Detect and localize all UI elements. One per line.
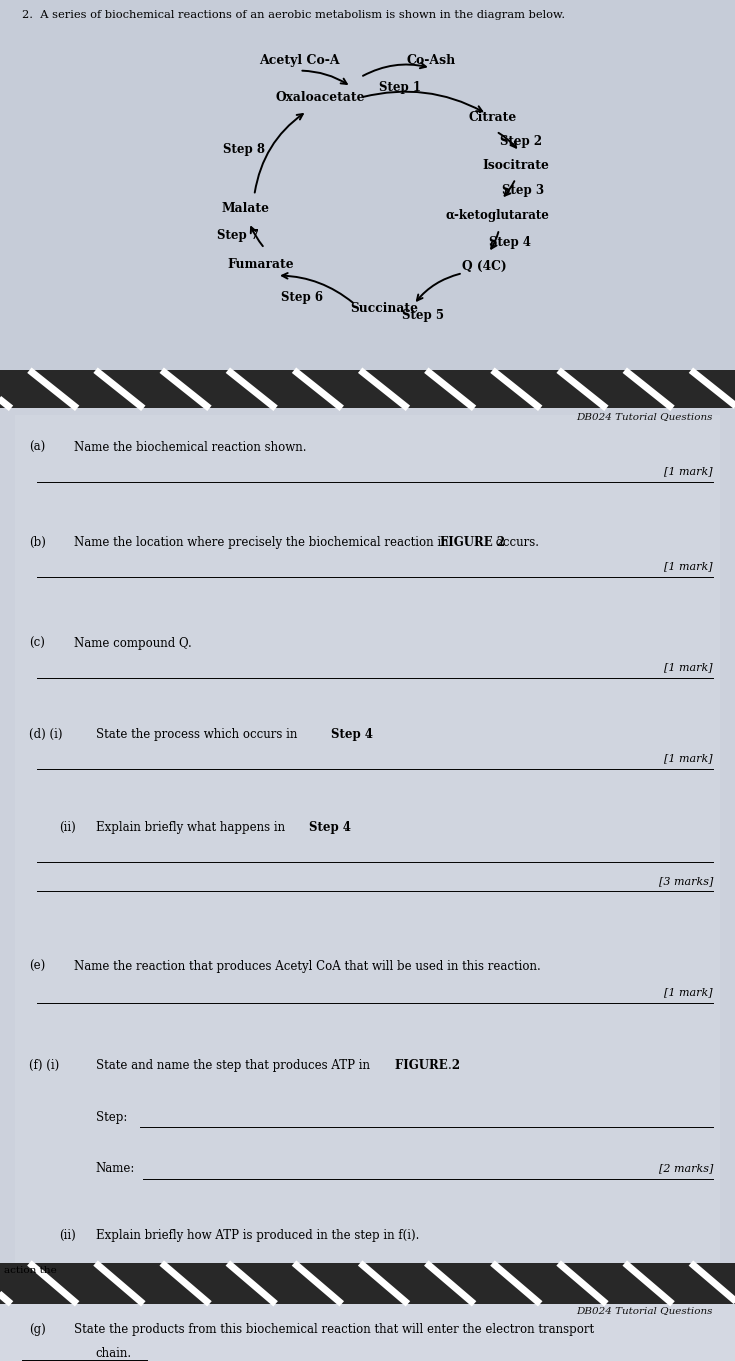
- Text: Isocitrate: Isocitrate: [482, 159, 549, 171]
- Text: [1 mark]: [1 mark]: [664, 467, 713, 476]
- Text: FIGURE 2: FIGURE 2: [440, 536, 505, 550]
- Text: Q (4C): Q (4C): [462, 260, 507, 272]
- Bar: [15, 415, 720, 1354]
- Text: (g): (g): [29, 1323, 46, 1337]
- Text: .: .: [366, 728, 370, 742]
- Text: State the products from this biochemical reaction that will enter the electron t: State the products from this biochemical…: [74, 1323, 594, 1337]
- Text: Step 4: Step 4: [331, 728, 373, 742]
- Text: 2.  A series of biochemical reactions of an aerobic metabolism is shown in the d: 2. A series of biochemical reactions of …: [22, 10, 565, 19]
- Text: .: .: [344, 821, 348, 834]
- Text: Fumarate: Fumarate: [228, 259, 294, 271]
- Text: Co-Ash: Co-Ash: [406, 54, 456, 67]
- Bar: [0, 384, 735, 1361]
- Text: [1 mark]: [1 mark]: [664, 562, 713, 572]
- Text: (f) (i): (f) (i): [29, 1059, 60, 1072]
- Text: [2 marks]: [2 marks]: [659, 1164, 713, 1173]
- Text: (b): (b): [29, 536, 46, 550]
- Text: (d) (i): (d) (i): [29, 728, 63, 742]
- Text: (ii): (ii): [59, 1229, 76, 1243]
- Text: Step 1: Step 1: [379, 80, 421, 94]
- Text: Step 5: Step 5: [402, 309, 444, 321]
- Text: α-ketoglutarate: α-ketoglutarate: [445, 210, 550, 222]
- Bar: [0, 1263, 735, 1304]
- Text: (ii): (ii): [59, 821, 76, 834]
- Text: Step 4: Step 4: [309, 821, 351, 834]
- Text: [1 mark]: [1 mark]: [664, 663, 713, 672]
- Text: FIGURE 2: FIGURE 2: [395, 1059, 460, 1072]
- Text: Step 3: Step 3: [502, 184, 545, 197]
- Text: (a): (a): [29, 441, 46, 455]
- Text: Step 8: Step 8: [223, 143, 265, 157]
- Bar: [0, 1304, 735, 1361]
- Text: Step 6: Step 6: [281, 291, 323, 304]
- Text: occurs.: occurs.: [492, 536, 539, 550]
- Text: action the: action the: [4, 1266, 57, 1275]
- Text: .: .: [448, 1059, 452, 1072]
- Text: Oxaloacetate: Oxaloacetate: [276, 91, 365, 103]
- Text: Citrate: Citrate: [468, 112, 517, 124]
- Text: [1 mark]: [1 mark]: [664, 754, 713, 764]
- Text: Explain briefly how ATP is produced in the step in f(i).: Explain briefly how ATP is produced in t…: [96, 1229, 419, 1243]
- Text: Name the location where precisely the biochemical reaction in: Name the location where precisely the bi…: [74, 536, 452, 550]
- Bar: [0, 0, 735, 384]
- Text: Step 4: Step 4: [490, 237, 531, 249]
- Text: Step 2: Step 2: [500, 135, 542, 148]
- Bar: [0, 370, 735, 408]
- Text: DB024 Tutorial Questions: DB024 Tutorial Questions: [576, 412, 713, 422]
- Text: DB024 Tutorial Questions: DB024 Tutorial Questions: [576, 1307, 713, 1316]
- Text: Name the reaction that produces Acetyl CoA that will be used in this reaction.: Name the reaction that produces Acetyl C…: [74, 960, 540, 973]
- Text: Explain briefly what happens in: Explain briefly what happens in: [96, 821, 288, 834]
- Text: Succinate: Succinate: [351, 302, 418, 314]
- Text: Name the biochemical reaction shown.: Name the biochemical reaction shown.: [74, 441, 306, 455]
- Text: State and name the step that produces ATP in: State and name the step that produces AT…: [96, 1059, 373, 1072]
- Text: Step:: Step:: [96, 1111, 127, 1124]
- Text: State the process which occurs in: State the process which occurs in: [96, 728, 301, 742]
- Text: Malate: Malate: [221, 203, 270, 215]
- Text: Acetyl Co-A: Acetyl Co-A: [259, 54, 340, 67]
- Text: Name:: Name:: [96, 1162, 135, 1176]
- Text: [3 marks]: [3 marks]: [659, 876, 713, 886]
- Text: Name compound Q.: Name compound Q.: [74, 637, 191, 651]
- Text: (e): (e): [29, 960, 46, 973]
- Text: Step 7: Step 7: [217, 230, 259, 242]
- Text: (c): (c): [29, 637, 46, 651]
- Text: chain.: chain.: [96, 1347, 132, 1361]
- Text: [1 mark]: [1 mark]: [664, 988, 713, 998]
